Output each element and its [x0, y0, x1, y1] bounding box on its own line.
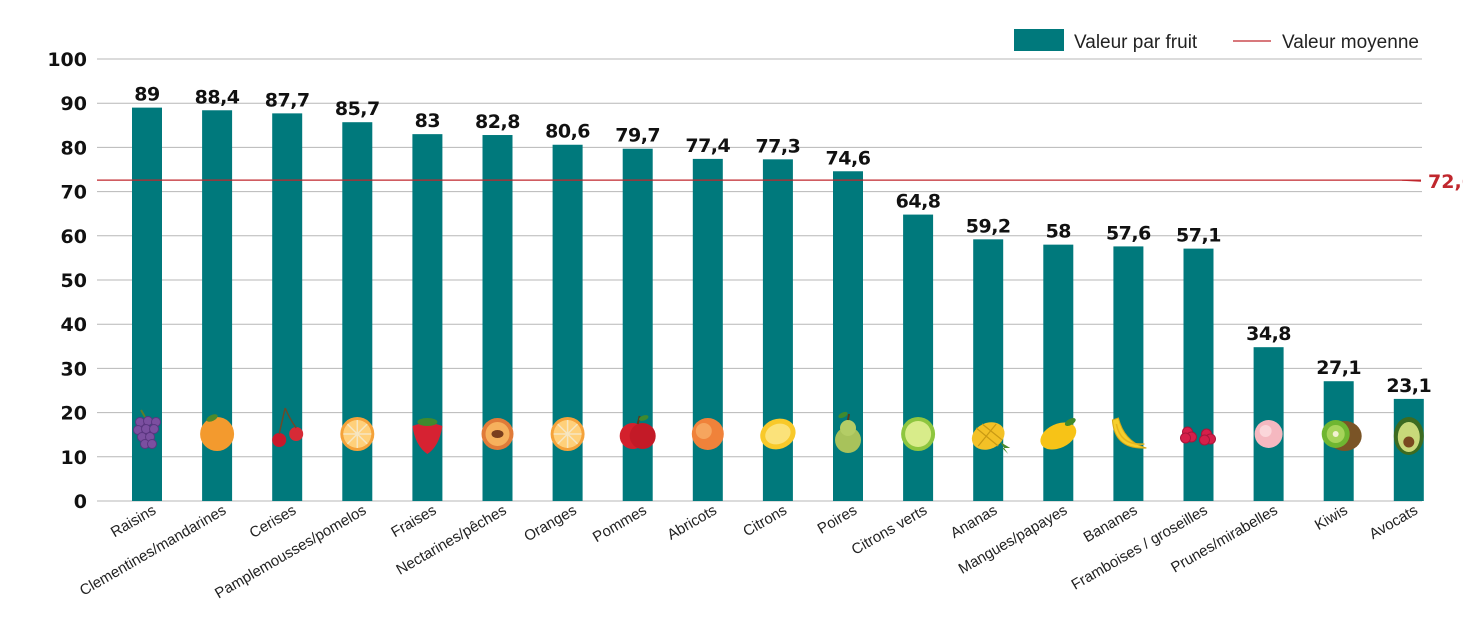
legend-label-bar: Valeur par fruit [1074, 32, 1198, 53]
bar [903, 214, 934, 502]
avocado-icon [1393, 417, 1424, 455]
value-label: 88,4 [195, 86, 240, 108]
category-label: Pommes [590, 502, 650, 546]
strawberry-icon [412, 418, 443, 454]
bar [622, 148, 653, 501]
lemon-icon [760, 418, 796, 450]
banana-icon [1111, 417, 1147, 449]
value-label: 82,8 [475, 111, 520, 133]
bar [1043, 244, 1074, 501]
y-tick-label: 50 [61, 270, 87, 292]
cherries-icon [272, 407, 304, 447]
value-label: 89 [134, 84, 159, 106]
bar [1183, 248, 1214, 501]
legend-swatch-bar [1014, 29, 1064, 51]
y-tick-label: 20 [61, 403, 87, 425]
raspberries-icon [1180, 426, 1216, 446]
apple-icon [619, 415, 656, 449]
value-label: 74,6 [826, 147, 871, 169]
value-label: 64,8 [896, 191, 941, 213]
value-label: 57,6 [1106, 222, 1151, 244]
category-label: Ananas [948, 502, 1001, 542]
value-label: 27,1 [1316, 357, 1361, 379]
lime-icon [901, 417, 936, 451]
legend: Valeur par fruit Valeur moyenne [1014, 29, 1419, 53]
value-label: 80,6 [545, 121, 590, 143]
bar [1113, 246, 1144, 501]
category-label: Poires [815, 502, 860, 538]
category-label: Raisins [108, 502, 159, 541]
y-tick-label: 40 [61, 314, 87, 336]
value-label: 77,4 [685, 135, 730, 157]
peach-half-icon [481, 418, 514, 450]
category-label: Oranges [521, 502, 579, 545]
category-label: Citrons [740, 502, 790, 540]
plum-icon [1254, 420, 1283, 448]
clementine-icon [200, 414, 235, 451]
bar [762, 159, 793, 502]
grid-lines [97, 58, 1422, 502]
mango-icon [1040, 418, 1077, 450]
category-label: Avocats [1366, 502, 1420, 543]
y-tick-label: 30 [61, 358, 87, 380]
y-tick-label: 60 [61, 226, 87, 248]
average-line-group: 72,6 [97, 171, 1463, 193]
y-tick-label: 70 [61, 182, 87, 204]
bar [973, 239, 1004, 501]
category-label: Fraises [388, 502, 439, 541]
average-line-tail [1401, 179, 1422, 182]
value-label: 57,1 [1176, 225, 1221, 247]
value-label: 34,8 [1246, 323, 1291, 345]
grapes-icon [133, 409, 161, 449]
y-tick-label: 90 [61, 93, 87, 115]
average-value-label: 72,6 [1428, 171, 1463, 193]
value-label: 85,7 [335, 98, 380, 120]
pineapple-icon [971, 422, 1011, 454]
y-tick-label: 0 [74, 491, 87, 513]
value-label: 79,7 [615, 125, 660, 147]
value-label: 77,3 [755, 135, 800, 157]
category-label: Citrons verts [849, 502, 930, 559]
category-label: Cerises [247, 502, 300, 542]
category-label: Bananes [1081, 502, 1141, 546]
y-tick-label: 10 [61, 447, 87, 469]
value-label: 59,2 [966, 215, 1011, 237]
legend-label-line: Valeur moyenne [1282, 32, 1419, 53]
fruit-icons [133, 407, 1424, 455]
value-label: 87,7 [265, 89, 310, 111]
grapefruit-slice-icon [340, 417, 375, 451]
value-labels: 89 88,4 87,7 85,7 83 82,8 80,6 79,7 77,4 77,3 74,6… [134, 84, 1431, 397]
category-label: Kiwis [1312, 502, 1351, 534]
apricot-icon [691, 418, 724, 450]
value-label: 23,1 [1386, 375, 1431, 397]
category-label: Abricots [664, 502, 719, 544]
value-label: 83 [415, 110, 440, 132]
y-axis-ticks: 0 10 20 30 40 50 60 70 80 90 100 [47, 49, 87, 513]
kiwi-icon [1321, 420, 1362, 451]
value-label: 58 [1046, 221, 1072, 243]
y-tick-label: 100 [47, 49, 87, 71]
pear-icon [835, 411, 861, 453]
orange-slice-icon [550, 417, 585, 451]
y-tick-label: 80 [61, 137, 87, 159]
